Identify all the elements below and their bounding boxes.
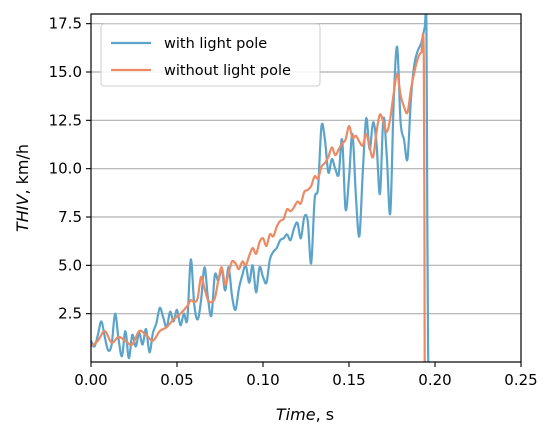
x-axis-ticks: 0.00 0.05 0.10 0.15 0.20 0.25 bbox=[74, 362, 538, 389]
y-tick-label: 2.5 bbox=[58, 305, 82, 323]
x-axis-label: Time, s bbox=[276, 405, 334, 424]
x-tick-label: 0.10 bbox=[246, 371, 279, 389]
legend: with light pole without light pole bbox=[100, 23, 321, 87]
y-tick-label: 15.0 bbox=[49, 63, 82, 81]
y-tick-label: 17.5 bbox=[49, 15, 82, 33]
y-axis-ticks: 2.5 5.0 7.5 10.0 12.5 15.0 17.5 bbox=[49, 15, 91, 323]
y-tick-label: 7.5 bbox=[58, 208, 82, 226]
legend-label-with-light-pole: with light pole bbox=[164, 36, 267, 52]
series-lines bbox=[91, 14, 431, 362]
x-tick-label: 0.25 bbox=[504, 371, 537, 389]
y-axis-label: THIV, km/h bbox=[13, 144, 32, 232]
series-line-without-light-pole bbox=[91, 33, 426, 362]
plot-frame bbox=[90, 13, 522, 363]
x-tick-label: 0.00 bbox=[74, 371, 107, 389]
x-tick-label: 0.20 bbox=[418, 371, 451, 389]
legend-box bbox=[100, 23, 321, 87]
y-tick-label: 10.0 bbox=[49, 160, 82, 178]
x-tick-label: 0.05 bbox=[160, 371, 193, 389]
x-tick-label: 0.15 bbox=[332, 371, 365, 389]
y-tick-label: 5.0 bbox=[58, 256, 82, 274]
legend-label-without-light-pole: without light pole bbox=[164, 63, 291, 79]
y-tick-label: 12.5 bbox=[49, 111, 82, 129]
